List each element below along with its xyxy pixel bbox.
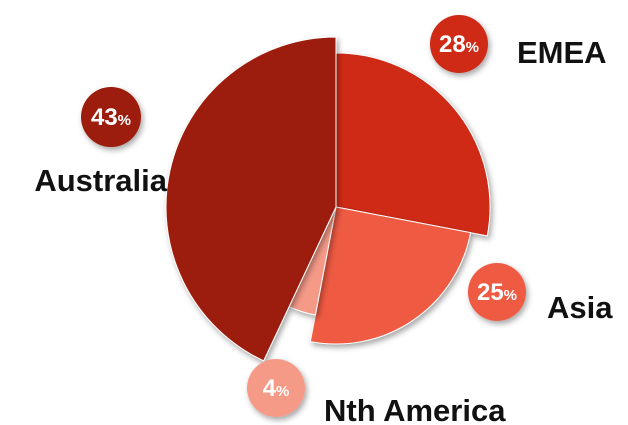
pie-slice-emea: [335, 52, 491, 237]
pie-slices: [165, 36, 491, 362]
data-label-australia: 43%: [81, 87, 141, 147]
data-label-emea: 28%: [430, 15, 488, 73]
data-label-value-asia: 25%: [477, 279, 517, 306]
category-label-asia: Asia: [547, 290, 613, 325]
pie-slice-asia: [309, 206, 472, 345]
data-label-asia: 25%: [468, 263, 526, 321]
data-label-badge-australia: [81, 87, 141, 147]
category-label-emea: EMEA: [517, 35, 607, 70]
data-label-value-emea: 28%: [439, 31, 479, 58]
data-label-value-australia: 43%: [91, 104, 131, 131]
data-label-nth-america: 4%: [247, 359, 305, 417]
category-label-nth-america: Nth America: [324, 393, 506, 425]
pie-slice-australia: [165, 36, 337, 362]
data-label-value-nth-america: 4%: [263, 375, 290, 402]
data-label-badge-emea: [430, 15, 488, 73]
data-label-badge-nth-america: [247, 359, 305, 417]
category-label-australia: Australia: [34, 163, 167, 198]
data-label-badge-asia: [468, 263, 526, 321]
data-labels: 28% 25% 4% 43%: [81, 15, 526, 417]
category-labels: EMEA Asia Nth America Australia: [34, 35, 613, 425]
